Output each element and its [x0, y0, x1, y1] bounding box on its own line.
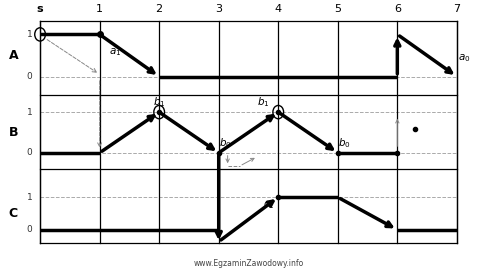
Text: 4: 4	[274, 4, 282, 14]
Text: 1: 1	[27, 193, 32, 202]
Text: s: s	[37, 4, 43, 14]
Text: A: A	[8, 49, 18, 62]
Text: 5: 5	[334, 4, 341, 14]
Text: $b_1$: $b_1$	[153, 96, 166, 109]
Text: $c_1$: $c_1$	[263, 199, 275, 211]
Text: $b_0$: $b_0$	[338, 136, 351, 150]
Text: $a_1$: $a_1$	[109, 46, 121, 58]
Text: 1: 1	[27, 30, 32, 39]
Text: 0: 0	[27, 72, 32, 81]
Text: 0: 0	[27, 225, 32, 234]
Text: 3: 3	[215, 4, 222, 14]
Text: C: C	[9, 207, 18, 220]
Text: 0: 0	[27, 148, 32, 157]
Text: $b_0$: $b_0$	[218, 136, 231, 150]
Text: 1: 1	[27, 108, 32, 117]
Text: B: B	[8, 126, 18, 139]
Text: 7: 7	[453, 4, 461, 14]
Text: $b_1$: $b_1$	[257, 96, 270, 109]
Text: 2: 2	[156, 4, 163, 14]
Text: 1: 1	[96, 4, 103, 14]
Text: 6: 6	[394, 4, 401, 14]
Text: www.EgzaminZawodowy.info: www.EgzaminZawodowy.info	[193, 259, 303, 268]
Text: $a_0$: $a_0$	[458, 52, 470, 64]
